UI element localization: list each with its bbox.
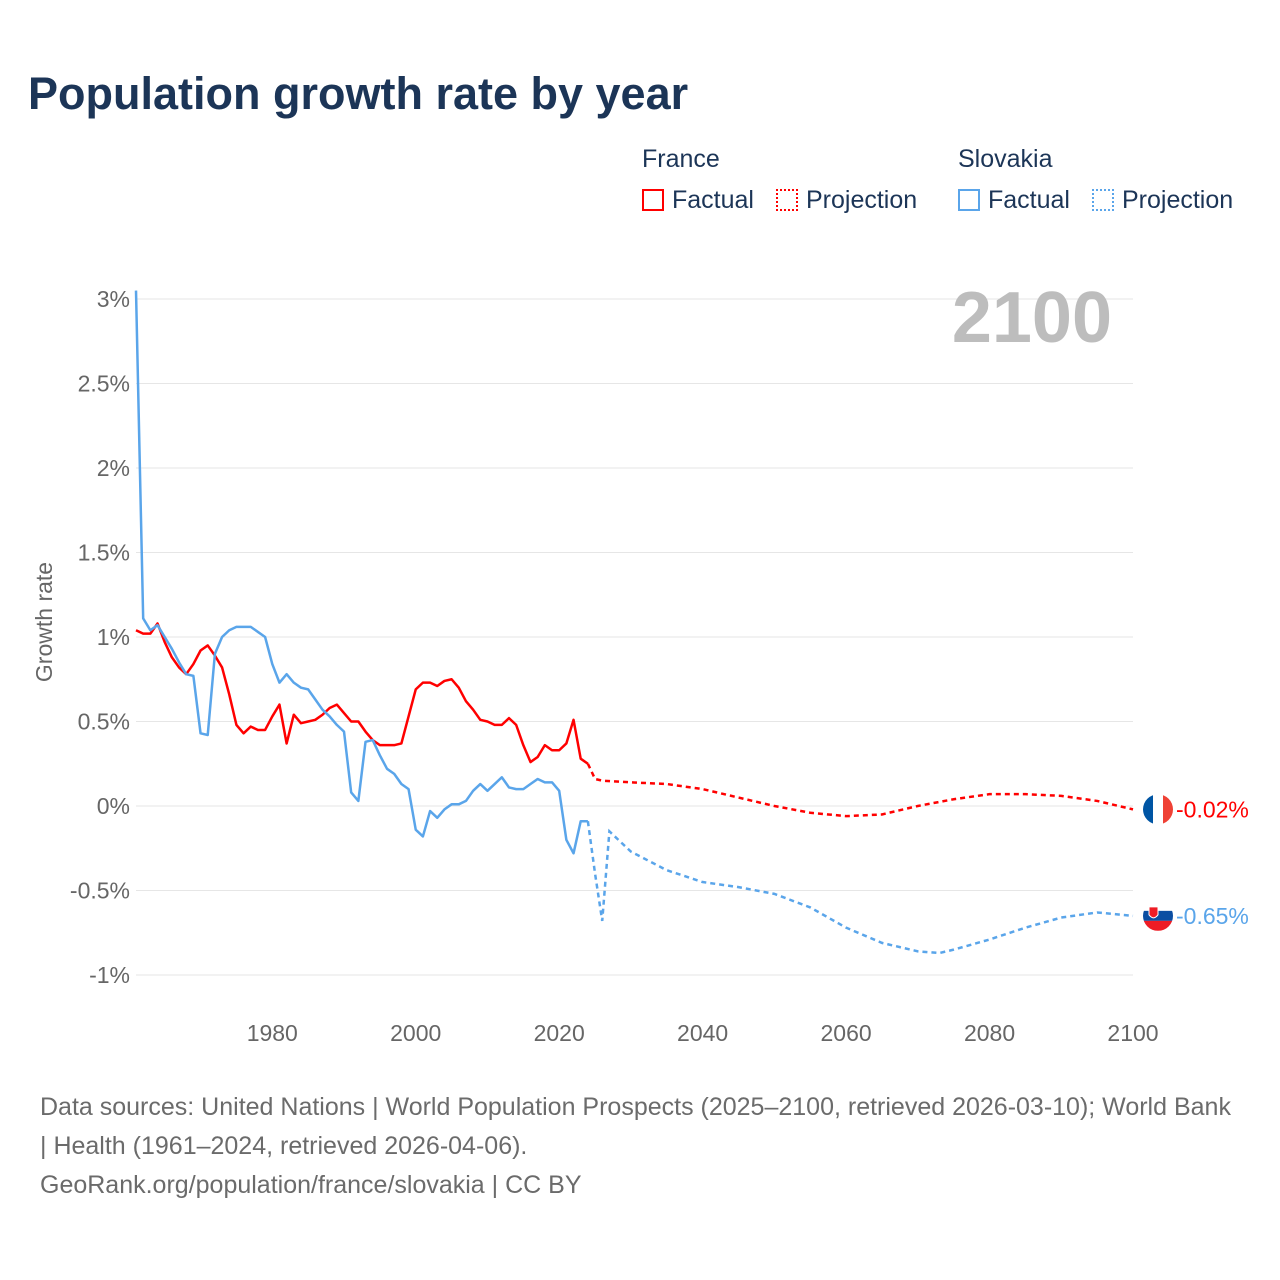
attribution-link[interactable]: GeoRank.org/population/france/slovakia |… (40, 1171, 582, 1199)
y-tick-label: 0.5% (78, 709, 130, 735)
x-tick-label: 2060 (821, 1020, 872, 1046)
footer: Data sources: United Nations | World Pop… (40, 1088, 1240, 1205)
data-sources: Data sources: United Nations | World Pop… (40, 1093, 1231, 1160)
legend-swatch (1092, 189, 1114, 211)
y-tick-label: 2% (97, 455, 130, 481)
x-tick-label: 2020 (534, 1020, 585, 1046)
legend-label: Factual (672, 186, 754, 214)
y-tick-label: -1% (89, 962, 130, 988)
legend-group-france: France (642, 145, 720, 173)
legend-label: Factual (988, 186, 1070, 214)
legend-swatch (776, 189, 798, 211)
y-tick-label: 2.5% (78, 371, 130, 397)
y-tick-label: 1.5% (78, 540, 130, 566)
end-label-france: -0.02% (1176, 796, 1249, 822)
line-france-projection (586, 763, 1134, 818)
y-tick-label: 3% (97, 286, 130, 312)
end-label-slovakia: -0.65% (1176, 903, 1249, 929)
chart-title: Population growth rate by year (28, 68, 689, 119)
line-france-factual (135, 622, 589, 765)
legend-label: Projection (806, 186, 918, 214)
legend-france-projection[interactable]: Projection (776, 186, 917, 215)
flag-france-icon (1143, 794, 1173, 825)
legend-slovakia-factual[interactable]: Factual (958, 186, 1070, 215)
y-axis-label: Growth rate (31, 562, 57, 682)
legend-france-factual[interactable]: Factual (642, 186, 754, 215)
legend-group-slovakia: Slovakia (958, 145, 1053, 173)
x-tick-label: 2080 (964, 1020, 1015, 1046)
x-tick-label: 2040 (677, 1020, 728, 1046)
x-tick-label: 2000 (390, 1020, 441, 1046)
legend-label: Projection (1122, 186, 1234, 214)
x-tick-label: 1980 (247, 1020, 298, 1046)
legend-swatch (642, 189, 664, 211)
x-tick-label: 2100 (1107, 1020, 1158, 1046)
legend-swatch (958, 189, 980, 211)
line-slovakia-projection (586, 821, 1134, 955)
y-tick-label: 0% (97, 793, 130, 819)
line-slovakia-factual (134, 290, 588, 855)
flag-slovakia-icon (1143, 900, 1173, 931)
year-label: 2100 (952, 278, 1112, 358)
y-tick-label: -0.5% (70, 878, 130, 904)
y-tick-label: 1% (97, 624, 130, 650)
legend-slovakia-projection[interactable]: Projection (1092, 186, 1233, 215)
